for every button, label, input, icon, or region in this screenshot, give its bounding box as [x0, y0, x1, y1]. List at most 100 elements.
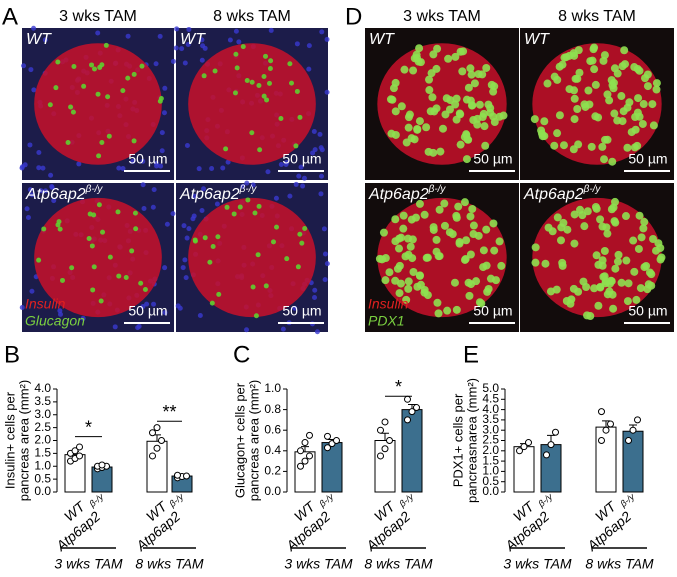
stained-cell — [399, 224, 408, 233]
stained-cell — [224, 204, 230, 210]
stained-cell — [634, 244, 643, 253]
stained-cell — [643, 70, 652, 79]
stained-cell — [657, 253, 666, 262]
stained-cell — [481, 141, 490, 150]
stained-cell — [599, 56, 608, 65]
stained-cell — [591, 112, 600, 121]
stained-cell — [379, 228, 388, 237]
nucleus — [318, 173, 324, 179]
stained-cell — [624, 279, 633, 288]
y-tick-label: 1.0 — [482, 464, 499, 478]
data-point — [98, 461, 106, 469]
genotype: Atp6ap2 — [179, 186, 240, 203]
stained-cell — [97, 64, 103, 70]
nucleus — [28, 67, 34, 73]
stained-cell — [212, 68, 218, 74]
stained-cell — [484, 284, 493, 293]
stained-cell — [639, 100, 648, 109]
nucleus — [151, 301, 157, 307]
stained-cell — [192, 238, 198, 244]
stained-cell — [378, 255, 387, 264]
nucleus — [196, 166, 202, 172]
stained-cell — [467, 101, 476, 110]
genotype-label: Atp6ap2β-/y — [25, 184, 103, 204]
stained-cell — [142, 286, 148, 292]
nucleus — [293, 181, 299, 187]
stained-cell — [625, 98, 634, 107]
nucleus — [220, 165, 226, 171]
nucleus — [322, 251, 328, 257]
significance-label: * — [395, 377, 402, 397]
stained-cell — [252, 210, 258, 216]
stained-cell — [541, 259, 550, 268]
stained-cell — [440, 199, 449, 208]
data-point — [598, 437, 605, 444]
nucleus — [130, 158, 136, 164]
stained-cell — [429, 225, 438, 234]
genotype-label: WT — [180, 31, 206, 48]
nucleus — [162, 85, 168, 91]
stained-cell — [201, 73, 207, 79]
data-point — [607, 420, 614, 428]
stained-cell — [563, 225, 572, 234]
stained-cell — [402, 295, 411, 304]
stained-cell — [610, 109, 619, 118]
stained-cell — [132, 210, 138, 216]
stained-cell — [60, 277, 66, 283]
nucleus — [182, 257, 188, 263]
y-axis-label: pancreasnarea (mm²) — [464, 378, 479, 503]
stained-cell — [70, 109, 76, 115]
nucleus — [164, 221, 170, 227]
stained-cell — [605, 279, 614, 288]
scale-label: 50 µm — [628, 151, 667, 167]
stained-cell — [57, 226, 63, 232]
stained-cell — [475, 100, 484, 109]
stained-cell — [548, 227, 557, 236]
stained-cell — [484, 100, 493, 109]
y-tick-label: 0.4 — [264, 443, 281, 457]
stained-cell — [443, 306, 452, 315]
stained-cell — [461, 255, 470, 264]
stained-cell — [643, 82, 652, 91]
stained-cell — [89, 62, 95, 68]
stained-cell — [274, 224, 280, 230]
stain-label: Insulin — [25, 296, 66, 312]
genotype-label: Atp6ap2β-/y — [179, 184, 257, 204]
nucleus — [179, 46, 185, 52]
stained-cell — [445, 105, 454, 114]
scale-label: 50 µm — [128, 151, 167, 167]
stained-cell — [629, 236, 638, 245]
nucleus — [296, 173, 302, 179]
stained-cell — [452, 305, 461, 314]
stained-cell — [570, 210, 579, 219]
stained-cell — [413, 125, 422, 134]
stained-cell — [404, 123, 413, 132]
stained-cell — [55, 59, 61, 65]
stained-cell — [654, 239, 663, 248]
stained-cell — [466, 250, 475, 259]
stained-cell — [490, 82, 499, 91]
stained-cell — [409, 268, 418, 277]
stained-cell — [55, 222, 61, 228]
stained-cell — [435, 205, 444, 214]
stained-cell — [543, 79, 552, 88]
stained-cell — [216, 291, 222, 297]
stained-cell — [413, 282, 422, 291]
nucleus — [141, 206, 147, 212]
stained-cell — [640, 263, 649, 272]
nucleus — [112, 324, 118, 330]
stained-cell — [587, 142, 596, 151]
nucleus — [162, 265, 168, 271]
stained-cell — [428, 93, 437, 102]
column-title: 8 wks TAM — [558, 8, 636, 25]
stained-cell — [381, 276, 390, 285]
stained-cell — [591, 80, 600, 89]
genotype: WT — [26, 31, 52, 48]
micrograph — [175, 180, 330, 335]
data-point — [76, 443, 83, 451]
stained-cell — [210, 244, 216, 250]
nucleus — [321, 226, 327, 232]
stained-cell — [209, 300, 215, 306]
nucleus — [306, 43, 312, 49]
